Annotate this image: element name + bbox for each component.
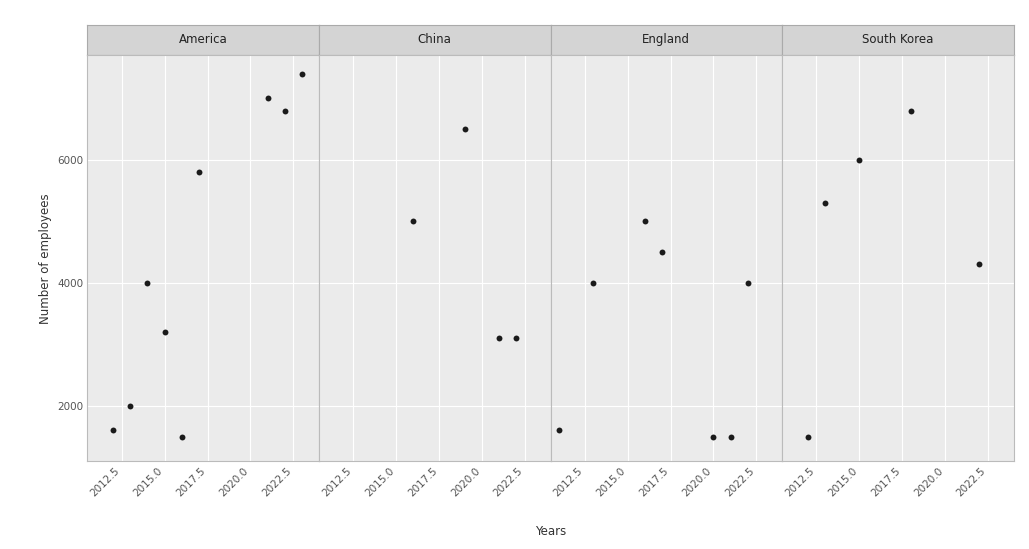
Point [405,217,422,226]
Point [259,94,276,103]
Point [293,69,310,78]
Text: England: England [642,33,690,47]
Point [800,432,816,441]
Point [277,106,293,115]
Point [190,167,207,176]
Point [817,199,833,208]
Text: America: America [179,33,227,47]
Point [551,426,567,435]
Point [653,248,670,256]
Y-axis label: Number of employees: Number of employees [39,193,51,323]
Point [105,426,121,435]
Point [122,401,139,410]
Point [902,106,919,115]
Point [705,432,721,441]
Point [174,432,190,441]
Text: Years: Years [535,525,566,538]
Point [586,278,602,287]
Point [722,432,739,441]
Text: South Korea: South Korea [862,33,933,47]
Text: China: China [418,33,452,47]
Point [851,155,867,164]
Point [139,278,155,287]
Point [491,334,507,343]
Point [508,334,525,343]
Point [156,328,173,337]
Point [971,260,988,269]
Point [740,278,756,287]
Point [457,125,473,133]
Point [637,217,653,226]
